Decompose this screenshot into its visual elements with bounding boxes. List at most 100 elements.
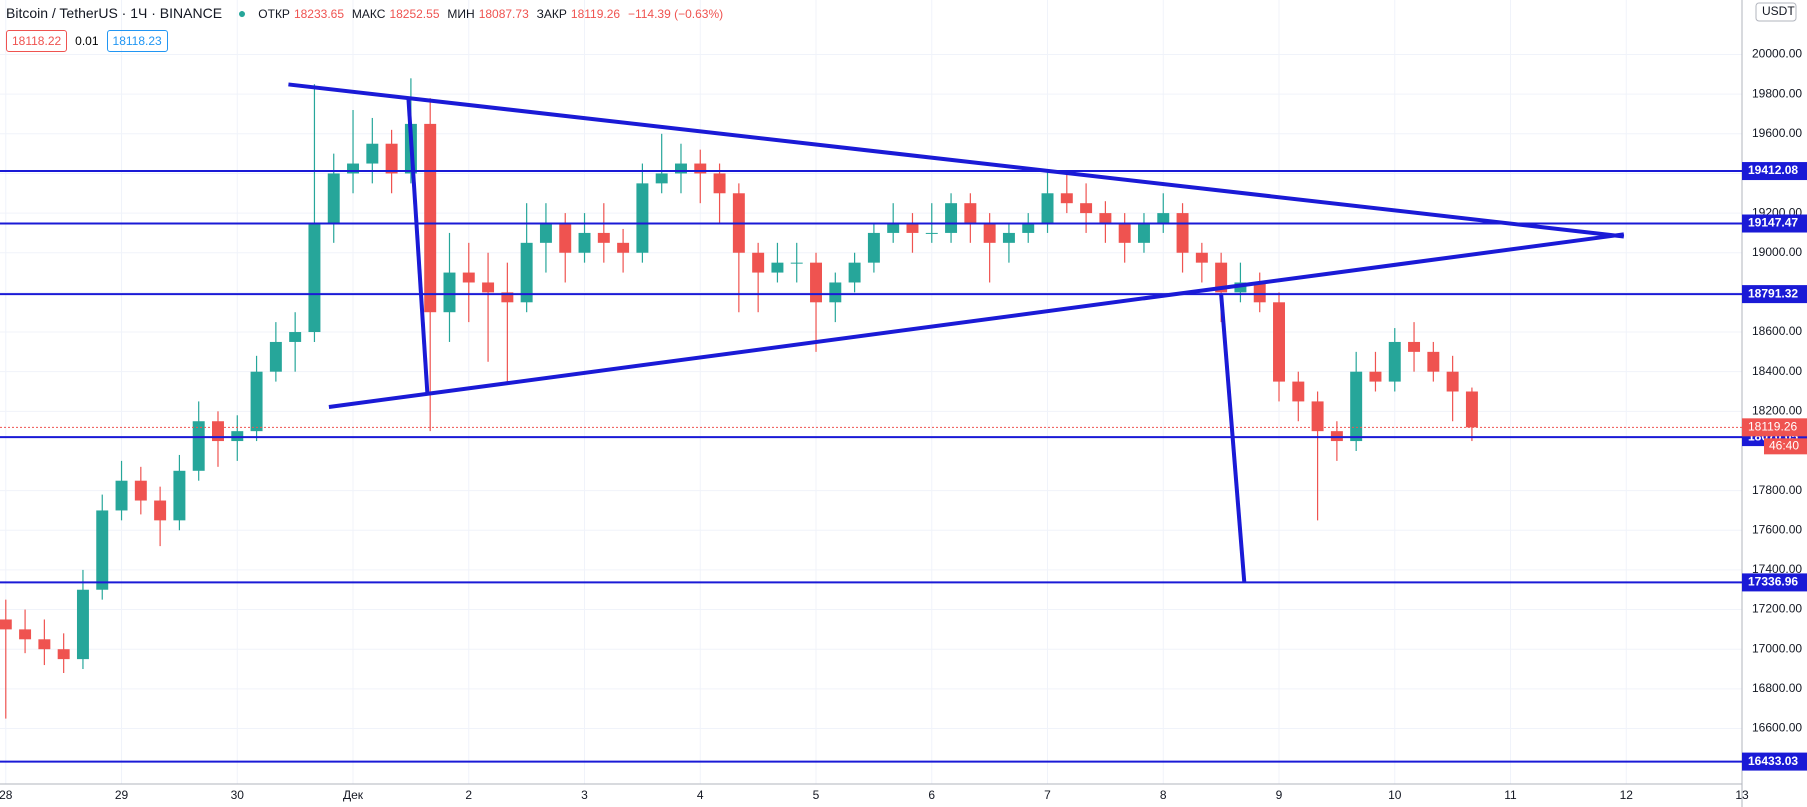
y-tick-label: 17000.00: [1752, 641, 1802, 655]
spread: 0.01: [75, 34, 99, 48]
y-tick-label: 17200.00: [1752, 602, 1802, 616]
trend-line: [288, 82, 1625, 239]
candle-body: [655, 173, 668, 184]
candle-body: [76, 589, 89, 660]
level-badge: [1742, 573, 1807, 592]
candle-body: [1041, 193, 1054, 224]
y-tick-label: 17600.00: [1752, 522, 1802, 536]
x-tick-label: Дек: [343, 788, 364, 802]
candle-body: [713, 173, 726, 194]
candle-body: [829, 282, 842, 303]
y-tick-label: 17400.00: [1752, 562, 1802, 576]
x-tick-label: 9: [1276, 788, 1283, 802]
candle-body: [1350, 371, 1363, 442]
candle-body: [462, 272, 475, 283]
trend-line: [406, 99, 430, 393]
candle-body: [212, 421, 224, 442]
level-label: 16433.03: [1748, 754, 1798, 768]
status-dot: ●: [237, 5, 247, 21]
x-tick-label: 30: [231, 788, 245, 802]
high: 18252.55: [389, 7, 440, 21]
candle-body: [269, 341, 282, 372]
y-tick-label: 19600.00: [1752, 126, 1802, 140]
x-tick-label: 6: [928, 788, 935, 802]
candle-body: [1080, 203, 1093, 214]
trend-line: [1219, 294, 1247, 583]
x-tick-label: 29: [115, 788, 129, 802]
candle-body: [289, 332, 302, 342]
candle-body: [1408, 341, 1421, 352]
candle-body: [134, 480, 147, 501]
candle-body: [96, 510, 109, 590]
countdown: 46:40: [1769, 439, 1799, 453]
y-tick-label: 20000.00: [1752, 47, 1802, 61]
candle-body: [1118, 223, 1131, 243]
candle-body: [1195, 252, 1208, 263]
candle-body: [964, 203, 977, 224]
candle-body: [1215, 262, 1228, 293]
price-label: 18119.26: [1748, 420, 1797, 434]
y-tick-label: 19000.00: [1752, 245, 1802, 259]
level-label: 17336.96: [1748, 575, 1798, 589]
candle-body: [501, 292, 514, 303]
price-badge: [1742, 418, 1807, 437]
candle-body: [1273, 302, 1285, 382]
candle-body: [1137, 223, 1150, 243]
y-tick-label: 16600.00: [1752, 721, 1802, 735]
level-label: 19412.08: [1748, 163, 1798, 177]
x-tick-label: 5: [813, 788, 820, 802]
candle-body: [983, 223, 996, 243]
candle-body: [925, 232, 938, 234]
candle-body: [38, 639, 51, 650]
candle-body: [617, 242, 630, 253]
candle-body: [308, 223, 321, 333]
buy-button[interactable]: 18118.23: [106, 30, 168, 52]
candle-body: [1157, 213, 1170, 224]
level-badge: [1742, 214, 1807, 233]
candle-body: [539, 223, 552, 243]
candle-body: [1427, 351, 1440, 372]
candle-body: [810, 262, 823, 303]
x-tick-label: 28: [0, 788, 13, 802]
candle-body: [115, 480, 128, 511]
candle-body: [1446, 371, 1459, 392]
candle-body: [867, 232, 880, 263]
candle-body: [424, 123, 437, 313]
x-tick-label: 12: [1620, 788, 1634, 802]
candle-body: [1002, 232, 1015, 243]
candle-body: [1253, 282, 1266, 303]
candle-body: [559, 223, 572, 253]
x-tick-label: 3: [581, 788, 588, 802]
candle-body: [1292, 381, 1305, 402]
symbol[interactable]: Bitcoin / TetherUS · 1Ч · BINANCE: [6, 5, 223, 21]
candle-body: [578, 232, 591, 253]
candle-body: [771, 262, 784, 273]
x-tick-label: 7: [1044, 788, 1051, 802]
currency-badge: [1755, 2, 1797, 22]
level-badge: [1742, 162, 1807, 181]
trade-buttons: 18118.22 0.01 18118.23: [6, 30, 168, 52]
y-tick-label: 18200.00: [1752, 403, 1802, 417]
candle-body: [443, 272, 456, 313]
candle-body: [1022, 223, 1035, 233]
candle-body: [597, 232, 610, 243]
candle-body: [0, 619, 12, 630]
level-badge: [1742, 285, 1807, 304]
candle-body: [636, 183, 649, 253]
x-tick-label: 2: [465, 788, 472, 802]
candle-body: [1176, 213, 1189, 253]
candle-body: [1060, 193, 1073, 204]
level-label: 19147.47: [1748, 216, 1798, 230]
candle-body: [327, 173, 340, 224]
sell-button[interactable]: 18118.22: [6, 30, 68, 52]
candle-body: [250, 371, 263, 432]
level-label: 18791.32: [1748, 286, 1798, 300]
open-label: ОТКР: [258, 7, 290, 21]
open: 18233.65: [293, 7, 345, 21]
y-tick-label: 18400.00: [1752, 364, 1802, 378]
legend-header: Bitcoin / TetherUS · 1Ч · BINANCE ● ОТКР…: [6, 5, 727, 21]
candle-body: [1388, 341, 1401, 382]
currency: USDT: [1762, 4, 1795, 18]
low-label: МИН: [447, 7, 475, 21]
